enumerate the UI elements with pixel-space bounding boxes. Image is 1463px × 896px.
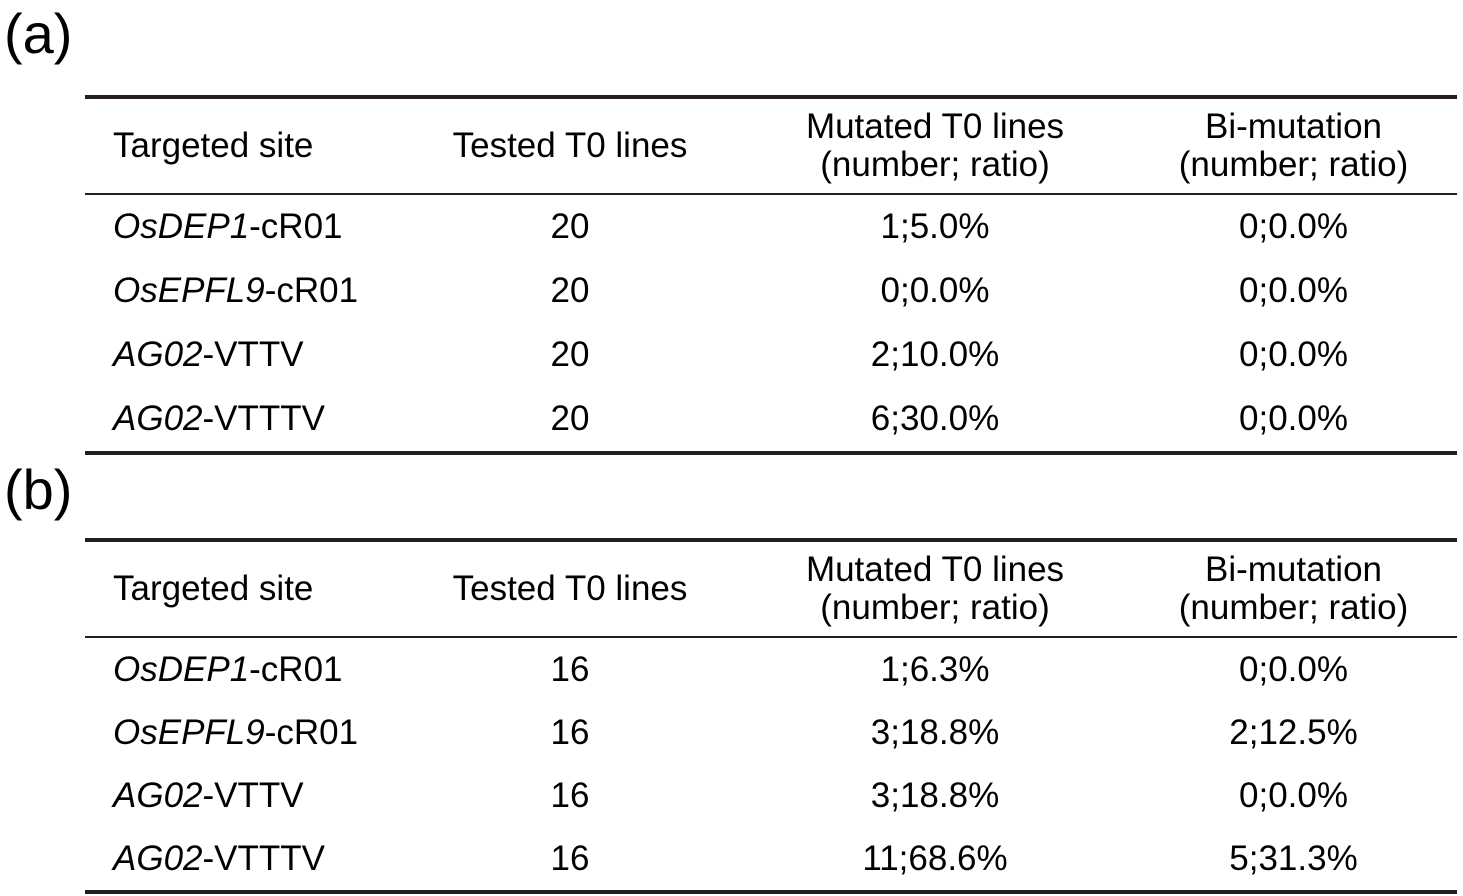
gene-suffix: -VTTTV [202,399,325,438]
targeted-site-cell: AG02-VTTTV [85,827,400,892]
col-header-bi-mutation: Bi-mutation (number; ratio) [1130,540,1457,637]
mutated-lines-cell: 6;30.0% [870,399,1000,438]
header-row: Targeted site Tested T0 lines Mutated T0… [85,540,1457,637]
tested-lines-cell: 20 [550,399,590,438]
gene-name: OsEPFL9 [113,271,265,310]
gene-name: AG02 [113,399,203,438]
bi-mutation-cell: 0;0.0% [1239,399,1348,438]
table-row: AG02-VTTTV 16 11;68.6% 5;31.3% [85,827,1457,892]
mutated-lines-cell: 3;18.8% [870,775,1000,815]
col-header-label: Bi-mutation [1204,107,1383,146]
targeted-site-cell: OsDEP1-cR01 [85,194,400,259]
col-header-sublabel: (number; ratio) [820,145,1050,184]
tested-lines-cell: 16 [550,775,590,815]
table-row: AG02-VTTV 16 3;18.8% 0;0.0% [85,764,1457,827]
col-header-targeted-site: Targeted site [85,97,400,194]
col-header-mutated-lines: Mutated T0 lines (number; ratio) [740,97,1130,194]
tested-lines-cell: 20 [550,271,590,310]
gene-suffix: -VTTV [202,335,304,374]
bi-mutation-cell: 0;0.0% [1239,775,1348,815]
panel-b-label: (b) [4,458,73,521]
col-header-mutated-lines: Mutated T0 lines (number; ratio) [740,540,1130,637]
gene-name: AG02 [113,335,203,374]
mutated-lines-cell: 2;10.0% [870,335,1000,374]
mutated-lines-cell: 0;0.0% [880,271,990,310]
col-header-sublabel: (number; ratio) [1178,145,1409,184]
mutated-lines-cell: 1;5.0% [880,207,990,246]
tested-lines-cell: 16 [550,712,590,752]
bi-mutation-cell: 0;0.0% [1239,271,1348,310]
gene-suffix: -VTTTV [202,838,325,878]
table-row: OsEPFL9-cR01 20 0;0.0% 0;0.0% [85,259,1457,323]
bi-mutation-cell: 0;0.0% [1239,335,1348,374]
col-header-sublabel: (number; ratio) [820,588,1050,627]
table-b-body: OsDEP1-cR01 16 1;6.3% 0;0.0% OsEPFL9-cR0… [85,637,1457,892]
bi-mutation-cell: 0;0.0% [1239,207,1348,246]
table-row: OsDEP1-cR01 16 1;6.3% 0;0.0% [85,637,1457,701]
gene-name: OsEPFL9 [113,712,265,752]
table-row: AG02-VTTV 20 2;10.0% 0;0.0% [85,323,1457,387]
bi-mutation-cell: 5;31.3% [1229,838,1358,878]
col-header-label: Tested T0 lines [452,569,688,608]
table-a-header: Targeted site Tested T0 lines Mutated T0… [85,97,1457,194]
gene-suffix: -cR01 [249,207,343,246]
gene-name: AG02 [113,775,203,815]
gene-suffix: -VTTV [202,775,304,815]
mutation-table-a: Targeted site Tested T0 lines Mutated T0… [85,95,1457,455]
gene-suffix: -cR01 [249,649,343,689]
panel-a-label: (a) [4,2,73,65]
gene-name: OsDEP1 [113,649,250,689]
tested-lines-cell: 16 [550,649,590,689]
gene-suffix: -cR01 [264,712,359,752]
table-b-header: Targeted site Tested T0 lines Mutated T0… [85,540,1457,637]
table-row: OsDEP1-cR01 20 1;5.0% 0;0.0% [85,194,1457,259]
col-header-label: Mutated T0 lines [805,550,1065,589]
table-a-body: OsDEP1-cR01 20 1;5.0% 0;0.0% OsEPFL9-cR0… [85,194,1457,453]
targeted-site-cell: AG02-VTTV [85,323,400,387]
bi-mutation-cell: 2;12.5% [1229,712,1358,752]
col-header-sublabel: (number; ratio) [1178,588,1409,627]
gene-name: AG02 [113,838,203,878]
mutated-lines-cell: 1;6.3% [880,649,990,689]
col-header-label: Mutated T0 lines [805,107,1065,146]
tested-lines-cell: 20 [550,335,590,374]
targeted-site-cell: OsEPFL9-cR01 [85,259,400,323]
tested-lines-cell: 16 [550,838,590,878]
gene-name: OsDEP1 [113,207,250,246]
header-row: Targeted site Tested T0 lines Mutated T0… [85,97,1457,194]
col-header-label: Targeted site [113,569,314,608]
gene-suffix: -cR01 [264,271,359,310]
targeted-site-cell: AG02-VTTTV [85,387,400,453]
col-header-label: Tested T0 lines [452,126,688,165]
mutated-lines-cell: 11;68.6% [862,838,1008,878]
col-header-label: Targeted site [113,126,314,165]
col-header-targeted-site: Targeted site [85,540,400,637]
mutation-table-b: Targeted site Tested T0 lines Mutated T0… [85,538,1457,894]
targeted-site-cell: OsEPFL9-cR01 [85,701,400,764]
targeted-site-cell: OsDEP1-cR01 [85,637,400,701]
col-header-tested-lines: Tested T0 lines [400,97,740,194]
bi-mutation-cell: 0;0.0% [1239,649,1348,689]
tested-lines-cell: 20 [550,207,590,246]
targeted-site-cell: AG02-VTTV [85,764,400,827]
col-header-tested-lines: Tested T0 lines [400,540,740,637]
table-row: AG02-VTTTV 20 6;30.0% 0;0.0% [85,387,1457,453]
table-row: OsEPFL9-cR01 16 3;18.8% 2;12.5% [85,701,1457,764]
col-header-label: Bi-mutation [1204,550,1383,589]
mutated-lines-cell: 3;18.8% [870,712,1000,752]
col-header-bi-mutation: Bi-mutation (number; ratio) [1130,97,1457,194]
